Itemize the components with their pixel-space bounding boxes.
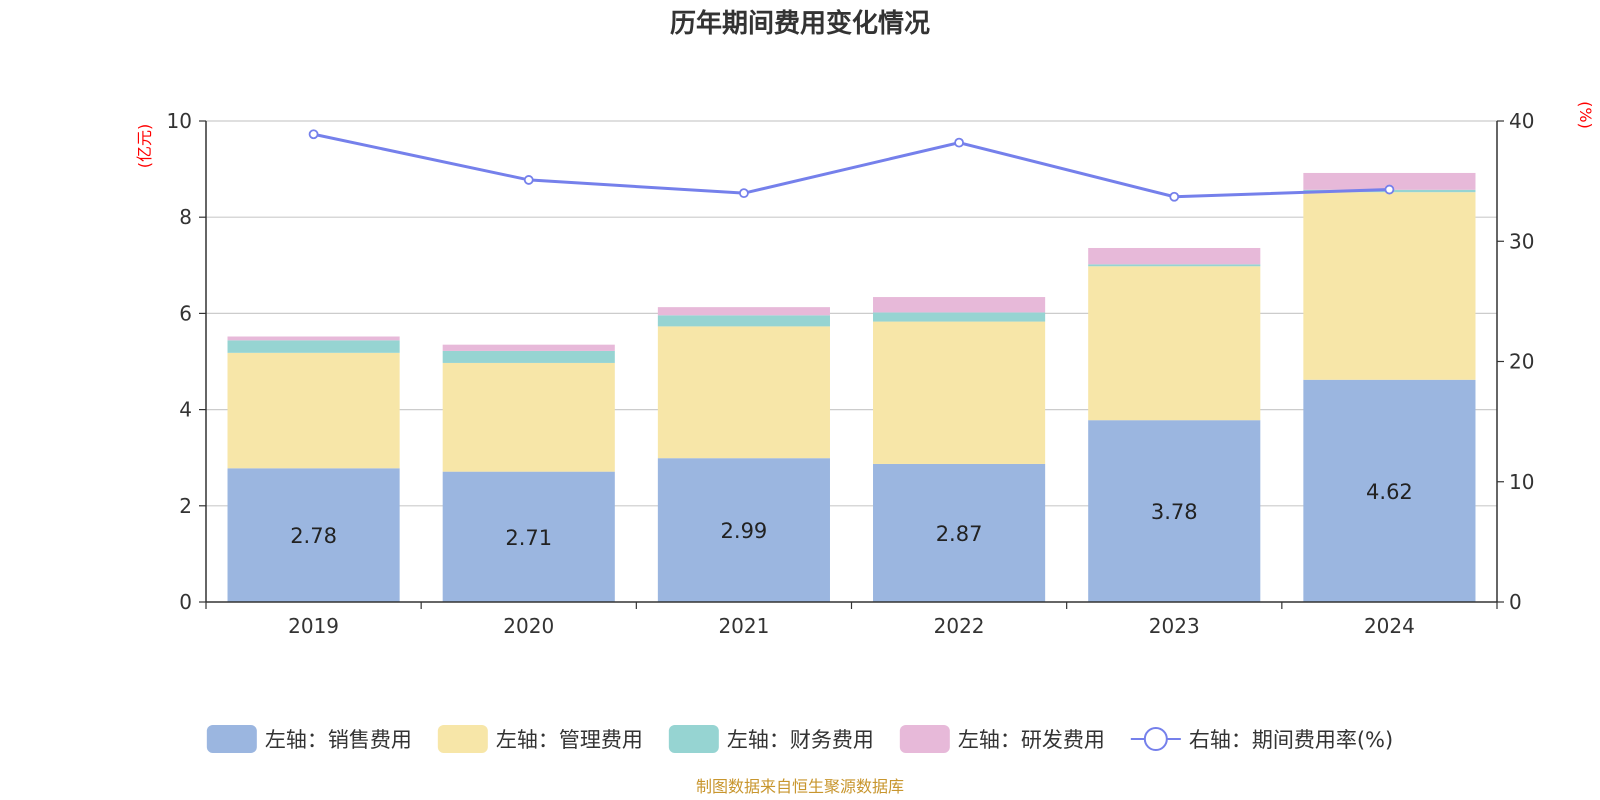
bar-segment	[227, 468, 400, 602]
x-axis-tick-label: 2020	[503, 614, 554, 638]
rate-point	[308, 129, 319, 140]
bar-value-label: 2.87	[936, 522, 983, 546]
rate-point	[954, 137, 964, 148]
bar-value-label: 2.71	[505, 526, 552, 550]
bar-segment	[873, 312, 1046, 322]
bar-segment	[873, 297, 1046, 313]
right-axis-tick-label: 0	[1509, 590, 1522, 614]
bar-segment	[227, 340, 400, 353]
legend-swatch	[206, 725, 257, 753]
right-axis-tick-label: 20	[1509, 350, 1534, 374]
bar-segment	[1303, 379, 1476, 602]
rate-point	[523, 175, 534, 185]
legend-label: 左轴：管理费用	[496, 728, 643, 752]
chart-title: 历年期间费用变化情况	[670, 8, 930, 39]
axes: 0 2 4 6 8 10 0 10 20 30 40 2019 2020 2021 2022 2023 2024	[167, 109, 1535, 638]
gridlines	[206, 120, 1497, 507]
bar-segment	[1303, 172, 1476, 190]
bar-segment	[1088, 420, 1261, 602]
bar-segment	[442, 350, 615, 363]
left-axis-tick-label: 2	[179, 494, 192, 518]
bar-segment	[873, 321, 1046, 464]
legend-marker	[1143, 727, 1168, 751]
right-axis-tick-label: 40	[1509, 109, 1534, 133]
legend-label: 右轴：期间费用率(%)	[1189, 728, 1393, 752]
bar-segment	[442, 362, 615, 472]
legend-swatch	[899, 725, 950, 753]
bar-segment	[873, 463, 1046, 602]
rate-point	[739, 188, 749, 199]
left-axis-tick-label: 4	[179, 398, 192, 422]
legend-label: 左轴：销售费用	[265, 728, 412, 752]
bar-segment	[1088, 247, 1261, 265]
bar-segment	[657, 315, 830, 327]
legend-swatch	[668, 725, 719, 753]
bar-segment	[657, 307, 830, 316]
x-axis-tick-label: 2022	[934, 614, 985, 638]
left-axis-tick-label: 0	[179, 590, 192, 614]
rate-point	[1169, 191, 1180, 202]
bar-value-label: 2.78	[290, 524, 337, 548]
bar-segment	[657, 458, 830, 602]
rate-point	[1384, 184, 1395, 195]
left-axis-unit: (亿元)	[135, 124, 154, 169]
x-axis-tick-label: 2021	[718, 614, 769, 638]
bar-value-label: 4.62	[1366, 480, 1413, 504]
bar-segment	[1088, 264, 1261, 267]
bar-segment	[1303, 192, 1476, 380]
legend-label: 左轴：研发费用	[958, 728, 1105, 752]
legend-swatch	[437, 725, 488, 753]
left-axis-tick-label: 10	[167, 109, 192, 133]
legend-label: 左轴：财务费用	[727, 728, 874, 752]
bar-value-label: 2.99	[721, 519, 768, 543]
bars: 2.78 2.71 2.99 2.87 3.78 4.62	[227, 172, 1476, 602]
bar-segment	[1088, 266, 1261, 421]
bar-segment	[442, 471, 615, 602]
x-axis-tick-label: 2024	[1364, 614, 1415, 638]
bar-segment	[227, 352, 400, 469]
x-axis-tick-label: 2019	[288, 614, 339, 638]
bar-segment	[657, 326, 830, 459]
bar-value-label: 3.78	[1151, 500, 1198, 524]
legend: 左轴：销售费用 左轴：管理费用 左轴：财务费用 左轴：研发费用 右轴：期间费用率(%)	[206, 725, 1393, 753]
right-axis-tick-label: 30	[1509, 229, 1534, 253]
source-note: 制图数据来自恒生聚源数据库	[696, 777, 904, 796]
right-axis-unit: (%)	[1576, 101, 1595, 129]
left-axis-tick-label: 8	[179, 205, 192, 229]
left-axis-tick-label: 6	[179, 301, 192, 325]
bar-segment	[442, 344, 615, 351]
x-axis-tick-label: 2023	[1149, 614, 1200, 638]
bar-segment	[227, 336, 400, 341]
right-axis-tick-label: 10	[1509, 470, 1534, 494]
rate-line	[308, 129, 1395, 202]
rate-line-path	[313, 132, 1390, 199]
